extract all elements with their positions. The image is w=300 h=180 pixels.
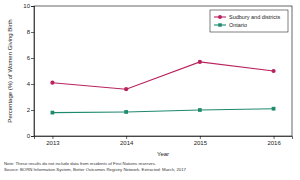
tick-mark [31, 136, 34, 137]
series-point [198, 60, 202, 64]
tick-mark [200, 136, 201, 139]
tick: 2014 [120, 136, 134, 146]
x-axis: 2013 2014 2015 2016 [35, 136, 293, 146]
annotation: Note: These results do not include data … [4, 161, 156, 166]
legend-label: Sudbury and districts [229, 14, 281, 20]
y-axis-title: Percentage (%) of Women Giving Birth [7, 19, 13, 122]
series-point [198, 108, 202, 112]
tick: 2015 [194, 136, 208, 146]
tick-mark [274, 136, 275, 139]
tick: 10 [23, 3, 34, 9]
legend: Sudbury and districts Ontario [210, 10, 288, 32]
tick-label: 2016 [267, 140, 281, 146]
tick-mark [52, 136, 53, 139]
tick-label: 2014 [120, 140, 134, 146]
x-axis-title: Year [157, 151, 169, 157]
legend-marker [218, 23, 221, 26]
tick-mark [31, 110, 34, 111]
tick: 2 [27, 107, 34, 113]
tick-mark [126, 136, 127, 139]
tick-label: 2013 [46, 140, 60, 146]
tick: 8 [27, 29, 34, 35]
tick-label: 6 [27, 55, 31, 61]
series-line [52, 62, 273, 89]
tick-mark [31, 84, 34, 85]
series-point [50, 81, 54, 85]
tick-label: 8 [27, 29, 31, 35]
series-point [272, 107, 276, 111]
annotation: Source: BORN Information System, Better … [4, 167, 187, 172]
tick: 6 [27, 55, 34, 61]
tick: 4 [27, 81, 34, 87]
tick-label: 4 [27, 81, 31, 87]
series-point [124, 87, 128, 91]
legend-marker [218, 15, 222, 19]
legend-box [210, 10, 288, 32]
chart: 0 2 4 6 8 10 2013 2014 2015 2016 Sudbury and distr… [0, 0, 300, 180]
tick-label: 2015 [194, 140, 208, 146]
series-point [51, 111, 55, 115]
axis-line [35, 137, 293, 140]
tick-mark [31, 32, 34, 33]
tick: 2016 [267, 136, 281, 146]
legend-label: Ontario [229, 22, 247, 28]
series-point [124, 110, 128, 114]
axis-line [31, 7, 35, 137]
tick-mark [31, 58, 34, 59]
marks [50, 60, 275, 115]
plot-frame [34, 6, 292, 136]
tick-label: 10 [23, 3, 30, 9]
tick: 2013 [46, 136, 60, 146]
series-point [271, 69, 275, 73]
plot: 0 2 4 6 8 10 2013 2014 2015 2016 Sudbury and distr… [23, 3, 292, 146]
tick-label: 2 [27, 107, 31, 113]
tick-mark [31, 6, 34, 7]
y-axis: 0 2 4 6 8 10 [23, 3, 34, 139]
tick-label: 0 [27, 133, 31, 139]
tick: 0 [27, 133, 34, 139]
series-line [52, 109, 273, 113]
